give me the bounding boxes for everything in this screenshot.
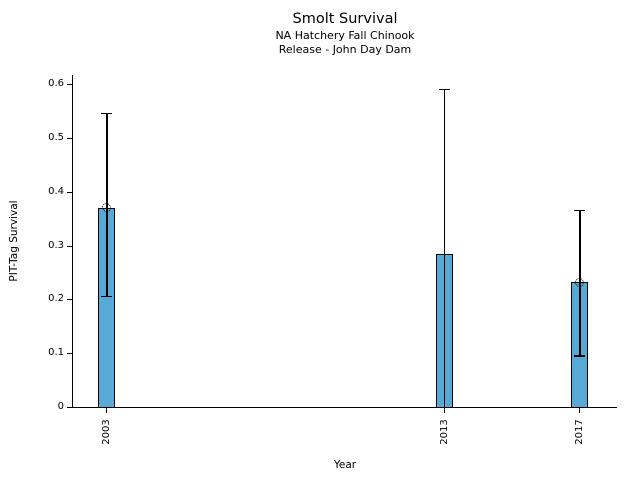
y-tick-0.6 [67,84,72,86]
y-tick-label-0.4: 0.4 [48,185,64,197]
chart-subtitle-line1: NA Hatchery Fall Chinook [275,29,415,42]
x-tick-2003 [106,408,108,413]
error-cap-high-2013 [439,88,451,91]
error-cap-high-2003 [101,112,113,115]
x-axis-spine [72,407,617,408]
y-tick-0.5 [67,137,72,139]
point-marker-2017 [575,277,585,287]
y-tick-label-0.2: 0.2 [48,293,64,305]
y-tick-0.4 [67,191,72,193]
x-tick-2017 [579,408,581,413]
error-cap-low-2003 [101,295,113,298]
y-axis-spine [72,75,73,408]
y-tick-0.1 [67,353,72,355]
y-tick-label-0.6: 0.6 [48,78,64,90]
y-tick-label-0.5: 0.5 [48,131,64,143]
x-tick-label-2017: 2017 [573,419,585,445]
point-marker-2003 [102,203,112,213]
y-tick-0.3 [67,245,72,247]
chart-title: Smolt Survival [292,11,398,27]
y-tick-label-0.1: 0.1 [48,347,64,359]
y-axis-label: PIT-Tag Survival [8,200,20,282]
error-bar-2013 [443,89,446,407]
x-tick-label-2003: 2003 [100,419,112,445]
x-axis-label: Year [333,459,357,471]
error-cap-low-2017 [574,355,586,357]
x-tick-2013 [444,408,446,413]
y-tick-label-0.3: 0.3 [48,239,64,251]
y-tick-label-0: 0 [57,401,64,412]
y-tick-0 [67,407,72,408]
x-tick-label-2013: 2013 [438,419,450,445]
y-tick-0.2 [67,299,72,301]
error-cap-high-2017 [574,209,586,212]
chart-subtitle-line2: Release - John Day Dam [278,43,412,56]
